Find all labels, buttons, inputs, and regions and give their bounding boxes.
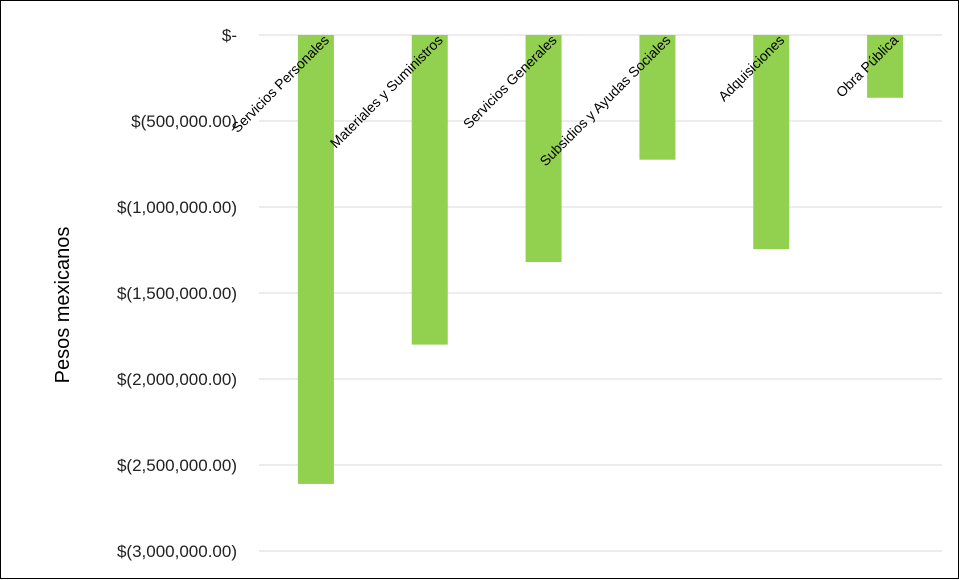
y-axis-ticks: $- $(500,000.00) $(1,000,000.00) $(1,500,00…	[117, 26, 237, 561]
y-tick-label: $(2,500,000.00)	[117, 456, 237, 475]
y-axis-title: Pesos mexicanos	[52, 227, 74, 384]
bar	[867, 35, 904, 98]
y-tick-label: $(500,000.00)	[131, 112, 237, 131]
bar	[411, 35, 448, 345]
y-tick-label: $-	[222, 26, 237, 45]
bar	[753, 35, 790, 250]
bars	[297, 35, 904, 484]
gridlines	[259, 34, 942, 552]
bar	[639, 35, 676, 160]
y-tick-label: $(1,000,000.00)	[117, 198, 237, 217]
bar	[297, 35, 334, 484]
y-tick-label: $(2,000,000.00)	[117, 370, 237, 389]
y-tick-label: $(3,000,000.00)	[117, 542, 237, 561]
bar	[525, 35, 562, 263]
y-tick-label: $(1,500,000.00)	[117, 284, 237, 303]
